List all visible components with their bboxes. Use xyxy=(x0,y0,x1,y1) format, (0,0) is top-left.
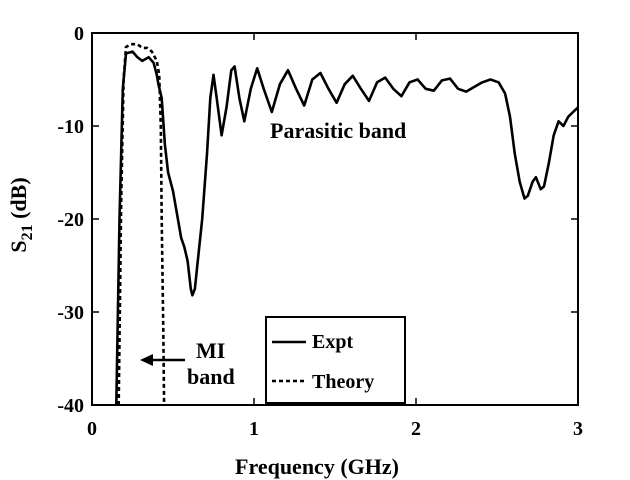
y-axis-title: S21 (dB) xyxy=(6,177,36,252)
x-tick-label: 2 xyxy=(411,418,421,440)
y-tick-label: -30 xyxy=(57,302,84,324)
mi-band-annotation: MI band xyxy=(140,338,235,389)
mi-band-label-line2: band xyxy=(187,364,235,389)
x-tick-label: 0 xyxy=(87,418,97,440)
mi-band-arrow-head xyxy=(140,354,153,366)
series-line-expt xyxy=(115,50,579,406)
y-axis-title-subscript: 21 xyxy=(19,224,36,240)
legend-box xyxy=(265,316,406,404)
x-axis-title: Frequency (GHz) xyxy=(235,454,399,479)
x-tick-label: 3 xyxy=(573,418,583,440)
mi-band-label-line1: MI xyxy=(196,338,225,363)
x-tick-label: 1 xyxy=(249,418,259,440)
y-tick-label: 0 xyxy=(74,23,84,45)
series-line-theory xyxy=(117,42,166,406)
tick-labels-layer: 0 1 2 3 -40 -30 -20 -10 0 xyxy=(57,23,583,440)
parasitic-band-annotation: Parasitic band xyxy=(270,118,406,143)
legend: Expt Theory xyxy=(265,316,406,404)
legend-label-expt: Expt xyxy=(312,331,353,353)
y-axis-title-unit: (dB) xyxy=(6,177,31,224)
series-layer xyxy=(115,42,579,406)
y-tick-label: -20 xyxy=(57,209,84,231)
plot-frame xyxy=(91,32,579,406)
legend-label-theory: Theory xyxy=(312,371,374,393)
y-axis-title-main: S xyxy=(6,240,31,252)
y-tick-label: -10 xyxy=(57,116,84,138)
y-tick-label: -40 xyxy=(57,395,84,417)
